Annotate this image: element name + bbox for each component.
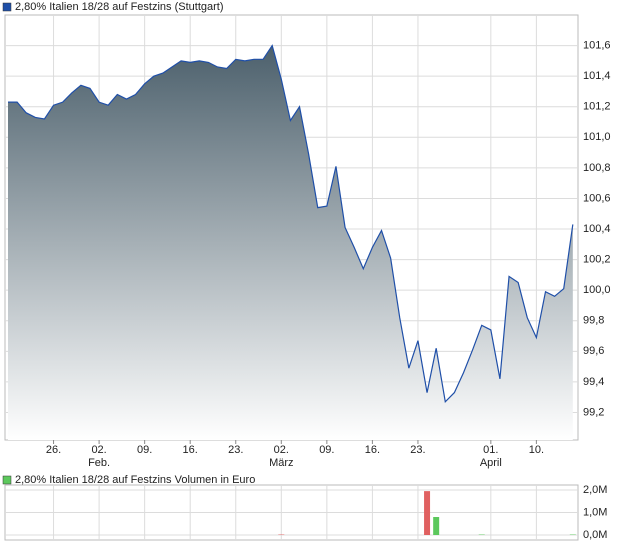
x-tick-label: 23. [228,444,243,456]
x-tick-label: 01. [483,444,498,456]
y-tick-label: 100,4 [583,223,611,235]
legend-label: 2,80% Italien 18/28 auf Festzins Volumen… [15,474,255,486]
legend-label: 2,80% Italien 18/28 auf Festzins (Stuttg… [15,1,224,13]
y-tick-label: 100,0 [583,284,611,296]
x-tick-label: 02. [274,444,289,456]
x-tick-label: 10. [529,444,544,456]
y-tick-label: 99,4 [583,376,604,388]
y-tick-label: 99,2 [583,406,604,418]
x-month-label: Feb. [88,457,110,469]
y-tick-label: 101,2 [583,101,611,113]
y-tick-label: 101,6 [583,39,611,51]
bar [433,517,440,535]
y-tick-label: 1,0M [583,506,607,518]
y-tick-label: 99,6 [583,345,604,357]
x-month-label: März [269,457,293,469]
y-tick-label: 101,0 [583,131,611,143]
legend-swatch [2,475,12,485]
y-tick-label: 100,2 [583,254,611,266]
x-tick-label: 23. [410,444,425,456]
x-month-label: April [480,457,502,469]
bar [424,491,431,535]
x-tick-label: 02. [91,444,106,456]
y-tick-label: 100,6 [583,192,611,204]
x-tick-label: 09. [137,444,152,456]
y-tick-label: 99,8 [583,315,604,327]
y-tick-label: 0,0M [583,529,607,541]
x-tick-label: 16. [183,444,198,456]
y-tick-label: 2,0M [583,484,607,496]
area-fill [8,45,573,441]
x-tick-label: 26. [46,444,61,456]
y-tick-label: 101,4 [583,70,611,82]
legend-swatch [2,2,12,12]
x-tick-label: 09. [319,444,334,456]
y-tick-label: 100,8 [583,162,611,174]
x-tick-label: 16. [365,444,380,456]
line [8,44,574,404]
